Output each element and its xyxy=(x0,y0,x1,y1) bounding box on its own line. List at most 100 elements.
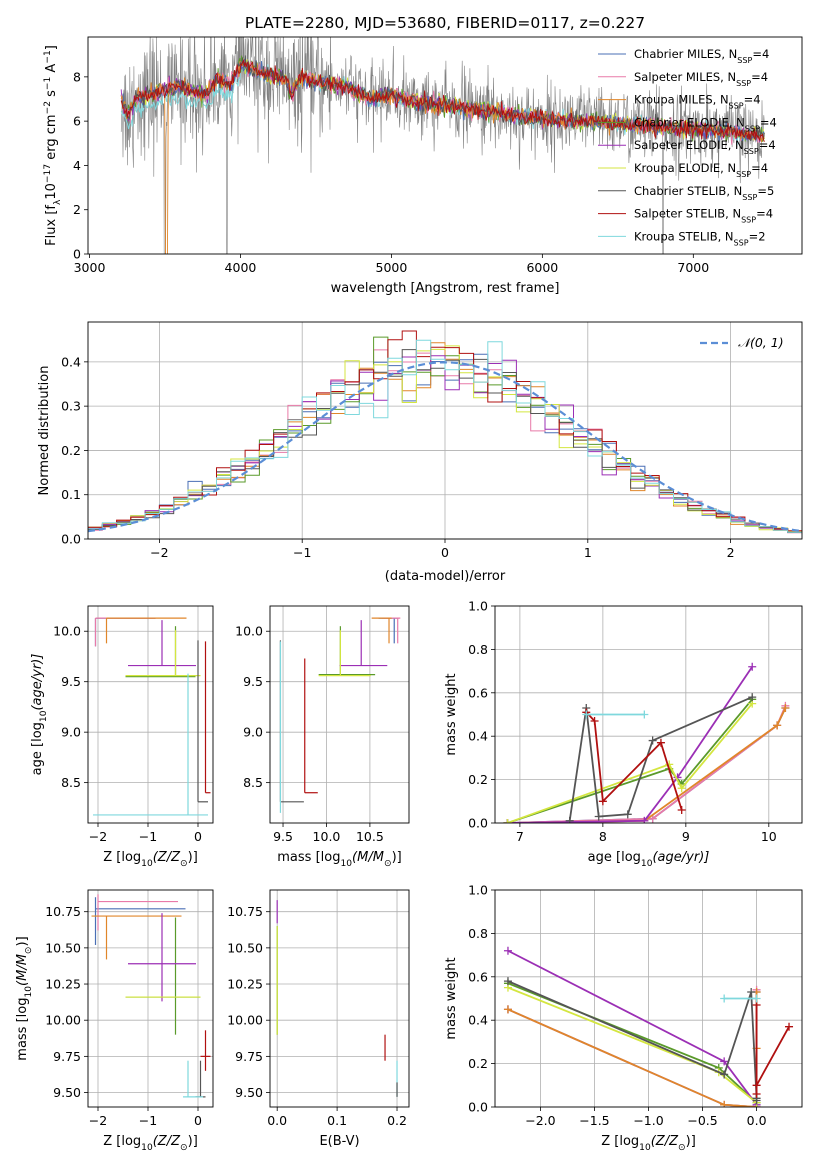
x-tick-label: 5000 xyxy=(376,260,408,275)
x-tick-label: 10 xyxy=(761,829,777,844)
weight-marker-kroupa_miles xyxy=(720,1100,729,1107)
y-tick-label: 1.0 xyxy=(468,883,488,898)
y-axis-label: mass weight xyxy=(444,673,459,755)
mass-weight-vs-Z-panel: −2.0 −1.5 −1.0 −0.5 0.0 0.0 0.2 0.4 0.6 0.8 1.0 Z [… xyxy=(444,883,803,1153)
weight-marker-chabrier_stelib xyxy=(565,816,574,823)
y-tick-label: 10.00 xyxy=(45,1013,81,1028)
y-axis-label: mass [log10(M/M⊙)] xyxy=(15,936,34,1060)
weight-marker-salpeter_stelib xyxy=(656,738,665,747)
y-tick-label: 0.0 xyxy=(468,1100,488,1115)
y-tick-label: 9.50 xyxy=(235,1085,263,1100)
x-tick-label: −0.5 xyxy=(687,1113,717,1128)
y-tick-label: 0.8 xyxy=(468,926,488,941)
x-tick-label: −1.5 xyxy=(579,1113,609,1128)
x-tick-label: 9.5 xyxy=(273,829,293,844)
y-tick-label: 0.4 xyxy=(468,1013,488,1028)
y-tick-label: 9.5 xyxy=(243,674,263,689)
spectrum-panel: 3000 4000 5000 6000 7000 0 2 4 6 8 wavelength [Ang… xyxy=(43,36,803,296)
y-axis-label: Flux [fλ10−17 erg cm−2 s−1 A−1] xyxy=(43,45,63,246)
y-tick-label: 0.3 xyxy=(61,399,81,414)
y-axis-label: Normed distribution xyxy=(37,366,52,496)
y-tick-label: 6 xyxy=(73,114,81,129)
x-tick-label: 0.0 xyxy=(747,1113,767,1128)
histogram-kroupa_stelib xyxy=(88,339,802,535)
y-tick-label: 0.0 xyxy=(468,816,488,831)
legend-entry: Kroupa STELIB, NSSP=2 xyxy=(634,229,766,247)
x-tick-label: 2 xyxy=(727,545,735,560)
weight-marker-chabrier_stelib xyxy=(747,987,756,996)
x-tick-label: −2 xyxy=(150,545,168,560)
y-tick-label: 0.4 xyxy=(468,729,488,744)
weight-marker-salpeter_stelib xyxy=(598,797,607,806)
weight-marker-salpeter_stelib xyxy=(752,1089,761,1098)
weight-marker-salpeter_elodie xyxy=(640,816,649,823)
x-tick-label: 0.0 xyxy=(267,1113,287,1128)
axes-frame xyxy=(87,321,803,540)
y-tick-label: 10.25 xyxy=(45,977,81,992)
y-tick-label: 0.6 xyxy=(468,685,488,700)
weight-line-salpeter_elodie xyxy=(507,949,758,1106)
y-axis-label: mass weight xyxy=(444,957,459,1039)
legend-entry: Kroupa MILES, NSSP=4 xyxy=(634,93,761,111)
axes-frame xyxy=(87,36,803,255)
x-axis-label: Z [log10(Z/Z⊙)] xyxy=(103,1134,198,1153)
y-tick-label: 0 xyxy=(73,247,81,262)
x-tick-label: 0.2 xyxy=(387,1113,407,1128)
x-tick-label: 0 xyxy=(194,829,202,844)
legend-entry: Chabrier MILES, NSSP=4 xyxy=(634,47,769,65)
x-tick-label: 6000 xyxy=(526,260,558,275)
axes-frame xyxy=(494,889,803,1108)
weight-marker-kroupa_stelib xyxy=(720,994,729,1003)
x-axis-label: Z [log10(Z/Z⊙)] xyxy=(103,850,198,869)
weight-marker-kroupa_stelib xyxy=(752,994,761,1003)
y-tick-label: 0.2 xyxy=(468,772,488,787)
weight-line-salpeter_stelib xyxy=(755,1005,790,1094)
y-tick-label: 10.0 xyxy=(53,624,81,639)
weight-line-kroupa_elodie xyxy=(507,986,758,1104)
legend-entry: Kroupa ELODIE, NSSP=4 xyxy=(634,161,768,179)
age-vs-mass-panel: 9.5 10.0 10.5 8.5 9.0 9.5 10.0 mass [log10(M/M⊙… xyxy=(235,605,410,869)
y-tick-label: 9.5 xyxy=(61,674,81,689)
y-tick-label: 9.0 xyxy=(61,725,81,740)
x-tick-label: −2 xyxy=(89,829,107,844)
weight-line-kroupa_elodie xyxy=(507,703,753,823)
y-tick-label: 2 xyxy=(73,202,81,217)
y-tick-label: 8.5 xyxy=(61,775,81,790)
legend-entry: Salpeter ELODIE, NSSP=4 xyxy=(634,138,776,156)
weight-line-salpeter_miles xyxy=(507,989,758,1107)
y-tick-label: 9.0 xyxy=(243,725,263,740)
figure-title: PLATE=2280, MJD=53680, FIBERID=0117, z=0… xyxy=(245,14,645,32)
weight-marker-salpeter_stelib xyxy=(785,1022,794,1031)
weight-marker-kroupa_miles xyxy=(503,1005,512,1014)
x-axis-label: mass [log10(M/M⊙)] xyxy=(277,850,401,869)
axes-frame xyxy=(87,605,214,824)
weight-marker-salpeter_stelib xyxy=(590,717,599,726)
normal-curve xyxy=(88,361,802,533)
weight-marker-salpeter_stelib xyxy=(752,1081,761,1090)
y-tick-label: 9.75 xyxy=(235,1049,263,1064)
weight-marker-salpeter_elodie xyxy=(503,946,512,955)
legend-entry: 𝒩(0, 1) xyxy=(738,335,784,350)
weight-line-kroupa_miles xyxy=(507,707,787,823)
y-tick-label: 10.50 xyxy=(227,940,263,955)
legend-entry: Chabrier STELIB, NSSP=5 xyxy=(634,184,774,202)
legend-entry: Salpeter STELIB, NSSP=4 xyxy=(634,207,773,225)
weight-marker-chabrier_stelib xyxy=(748,693,757,702)
mass-weight-vs-age-panel: 7 8 9 10 0.0 0.2 0.4 0.6 0.8 1.0 age [log10(age/yr… xyxy=(444,599,803,869)
histogram-panel: −2 −1 0 1 2 0.0 0.1 0.2 0.3 0.4 𝒩(0, 1) (data-model… xyxy=(37,321,803,584)
x-tick-label: 7 xyxy=(516,829,524,844)
y-tick-label: 9.75 xyxy=(53,1049,81,1064)
weight-marker-chabrier_stelib xyxy=(594,812,603,821)
x-tick-label: 0.1 xyxy=(327,1113,347,1128)
y-tick-label: 0.0 xyxy=(61,532,81,547)
y-tick-label: 10.0 xyxy=(235,624,263,639)
y-tick-label: 0.2 xyxy=(61,443,81,458)
weight-marker-kroupa_elodie xyxy=(503,819,512,823)
weight-marker-chabrier_stelib xyxy=(648,736,657,745)
y-tick-label: 0.6 xyxy=(468,969,488,984)
weight-marker-salpeter_miles xyxy=(648,814,657,823)
x-tick-label: −1.0 xyxy=(633,1113,663,1128)
y-axis-label: age [log10(age/yr)] xyxy=(30,654,49,776)
weight-line-chabrier_miles xyxy=(507,707,787,823)
